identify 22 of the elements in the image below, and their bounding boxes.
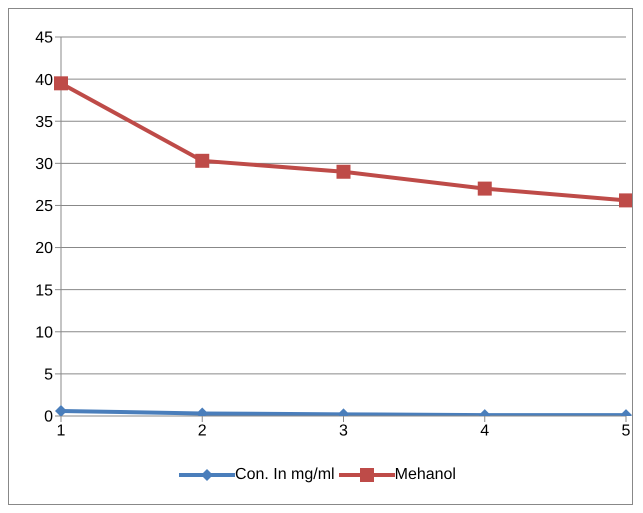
y-tick-label: 0	[44, 408, 54, 426]
y-tick-label: 5	[44, 366, 54, 384]
point	[54, 76, 68, 90]
point	[336, 164, 350, 179]
y-tick-label: 45	[35, 30, 54, 47]
legend-label: Con. In mg/ml	[234, 466, 335, 484]
legend-label: Mehanol	[394, 466, 456, 484]
y-tick-label: 10	[35, 324, 54, 342]
y-tick-label: 15	[35, 282, 54, 300]
y-tick-label: 30	[35, 156, 54, 174]
x-tick-label: 1	[56, 422, 66, 440]
x-tick-label: 3	[339, 422, 348, 440]
y-tick-label: 25	[35, 198, 54, 216]
x-tick-label: 5	[622, 422, 631, 440]
point	[478, 182, 492, 196]
y-tick-label: 20	[35, 240, 54, 258]
point	[195, 154, 210, 168]
x-tick-label: 2	[198, 422, 207, 440]
y-tick-label: 40	[35, 72, 54, 89]
y-tick-label: 35	[35, 114, 54, 131]
x-tick-label: 4	[480, 422, 490, 440]
point	[619, 193, 632, 208]
